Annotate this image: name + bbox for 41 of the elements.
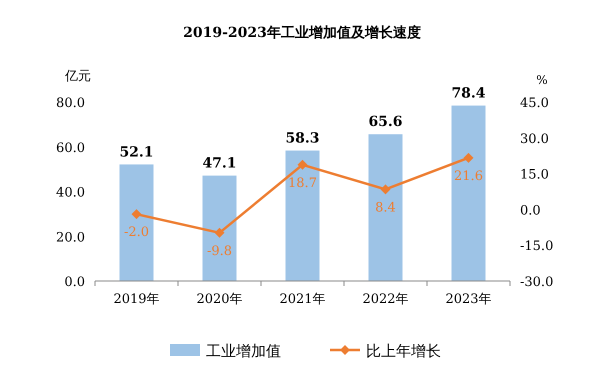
data-label: 58.3: [285, 130, 320, 147]
bar: [202, 176, 236, 281]
y-tick-label: 40.0: [56, 186, 85, 200]
point: [464, 152, 474, 163]
bar: [286, 150, 320, 281]
point: [132, 209, 142, 220]
data-label: 21.6: [454, 168, 483, 184]
y2-tick-label: -15.0: [520, 239, 554, 254]
bar: [120, 164, 154, 281]
point: [380, 184, 390, 194]
y2-tick-label: 45.0: [520, 96, 549, 111]
bar: [368, 134, 402, 281]
y-tick-label: 80.0: [56, 96, 85, 111]
y2-tick-label: 0.0: [520, 203, 541, 218]
y-tick-label: 60.0: [56, 140, 85, 156]
y2-tick-label: 30.0: [520, 132, 549, 147]
chart-title: 2019-2023年工业增加值及增长速度: [183, 24, 421, 41]
y2-tick-label: 15.0: [520, 168, 549, 183]
data-label: -2.0: [124, 225, 150, 240]
point: [214, 228, 224, 238]
x-tick-label: 2019年: [113, 292, 160, 307]
legend-label: 比上年增长: [366, 342, 441, 360]
legend-label: 工业增加值: [206, 342, 281, 360]
data-label: 78.4: [451, 86, 486, 102]
data-label: 52.1: [119, 144, 154, 160]
y-tick-label: 20.0: [56, 230, 85, 246]
y-tick-label: 0.0: [64, 275, 85, 290]
data-label: -9.8: [206, 244, 232, 259]
x-tick-label: 2020年: [196, 292, 243, 307]
data-label: 18.7: [288, 176, 317, 191]
x-tick-label: 2022年: [362, 292, 409, 307]
y-axis-title: 亿元: [64, 69, 91, 84]
x-tick-label: 2023年: [445, 292, 492, 307]
bar: [452, 106, 486, 281]
data-label: 47.1: [202, 156, 237, 172]
data-label: 8.4: [375, 200, 396, 216]
data-label: 65.6: [368, 114, 403, 130]
point: [298, 160, 308, 170]
y2-tick-label: -30.0: [520, 275, 554, 290]
x-tick-label: 2021年: [279, 292, 326, 307]
y2-axis-title: %: [536, 73, 548, 87]
